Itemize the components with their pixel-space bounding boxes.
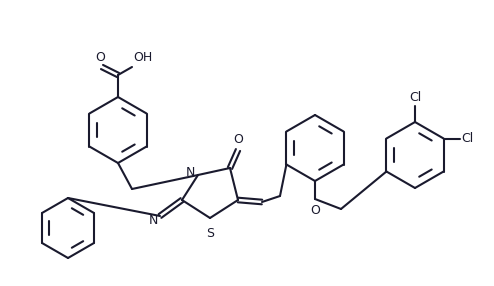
Text: O: O <box>95 51 105 64</box>
Text: N: N <box>185 166 195 180</box>
Text: OH: OH <box>133 51 152 64</box>
Text: Cl: Cl <box>461 132 474 145</box>
Text: O: O <box>233 133 243 146</box>
Text: N: N <box>149 214 158 227</box>
Text: S: S <box>206 227 214 240</box>
Text: Cl: Cl <box>409 91 421 104</box>
Text: O: O <box>310 204 320 217</box>
